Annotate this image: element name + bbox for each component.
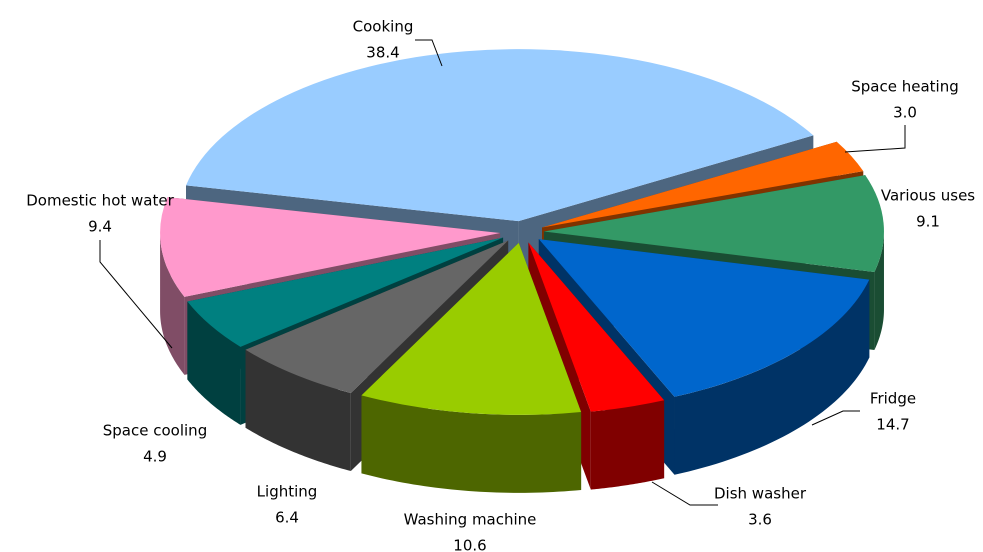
slice-outer-wall: [874, 231, 884, 350]
value-label: 9.4: [88, 218, 112, 236]
data-labels: Cooking 38.4 Space heating 3.0 Various uses 9…: [26, 18, 975, 552]
category-label: Lighting: [257, 483, 318, 501]
value-label: 9.1: [916, 213, 940, 231]
value-label: 3.0: [893, 104, 917, 122]
slices: [160, 49, 884, 415]
slice: [538, 239, 870, 397]
leader-line: [99, 240, 173, 349]
slice-outer-wall: [674, 279, 870, 475]
category-label: Washing machine: [404, 511, 537, 529]
value-label: 4.9: [143, 448, 167, 466]
value-label: 6.4: [275, 509, 299, 527]
slice: [186, 49, 814, 222]
slice-outer-wall: [160, 232, 185, 375]
slice-outer-wall: [245, 349, 351, 472]
slice: [542, 141, 864, 228]
category-label: Space heating: [851, 78, 958, 96]
leader-line: [415, 39, 443, 67]
slice-outer-wall: [187, 301, 241, 425]
category-label: Fridge: [870, 390, 916, 408]
leader-line: [844, 125, 906, 153]
category-label: Dish washer: [714, 485, 807, 503]
slice: [187, 237, 504, 347]
value-label: 10.6: [453, 537, 486, 552]
value-label: 14.7: [876, 416, 909, 434]
value-label: 38.4: [366, 44, 399, 62]
slice: [543, 175, 884, 272]
leader-line: [811, 410, 860, 426]
slice: [245, 240, 509, 394]
category-label: Space cooling: [103, 422, 207, 440]
category-label: Cooking: [353, 18, 414, 36]
leader-line: [651, 481, 718, 506]
category-label: Domestic hot water: [26, 192, 174, 210]
slice-outer-wall: [590, 400, 665, 490]
value-label: 3.6: [748, 511, 772, 529]
slice: [528, 242, 665, 412]
category-label: Various uses: [881, 187, 975, 205]
slice: [361, 242, 582, 415]
slice-outer-wall: [361, 395, 582, 493]
slice: [160, 197, 501, 297]
